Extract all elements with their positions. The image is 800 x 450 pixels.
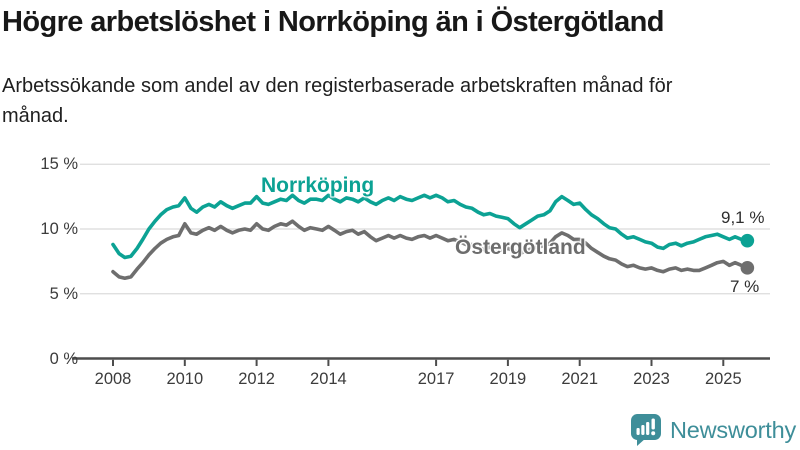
series-label-ostergotland: Östergötland — [455, 236, 586, 259]
newsworthy-logo-text: Newsworthy — [670, 416, 796, 443]
newsworthy-logo-icon — [631, 414, 662, 446]
newsworthy-branding: Newsworthy — [630, 413, 796, 447]
x-axis-tick-label: 2008 — [94, 370, 132, 388]
x-axis-tick-label: 2019 — [489, 370, 527, 388]
series-line-norrkoping — [111, 193, 750, 260]
series-label-norrkoping: Norrköping — [261, 174, 375, 197]
x-axis-tick-label: 2023 — [633, 370, 670, 388]
y-axis-tick-label: 0 % — [49, 349, 78, 368]
series-line-ostergotland — [111, 219, 750, 281]
x-axis-tick-label: 2014 — [310, 370, 347, 388]
latest-value-dot-ostergotland — [740, 261, 755, 275]
x-axis-tick-label: 2025 — [704, 370, 742, 388]
end-value-label-norrkoping: 9,1 % — [721, 208, 765, 227]
x-axis-tick-label: 2010 — [166, 370, 204, 388]
y-axis-tick-label: 5 % — [49, 284, 78, 303]
y-axis-tick-label: 10 % — [40, 220, 78, 238]
x-axis-tick-label: 2017 — [417, 370, 455, 388]
latest-value-dot-norrkoping — [740, 233, 755, 248]
y-axis-tick-label: 15 % — [40, 155, 78, 174]
x-axis-tick-label: 2021 — [561, 370, 599, 388]
x-axis-tick-label: 2012 — [238, 370, 275, 388]
end-value-label-ostergotland: 7 % — [730, 277, 760, 296]
chart-subtitle: Arbetssökande som andel av den registerb… — [2, 75, 673, 127]
chart-title: Högre arbetslöshet i Norrköping än i Öst… — [2, 6, 664, 38]
